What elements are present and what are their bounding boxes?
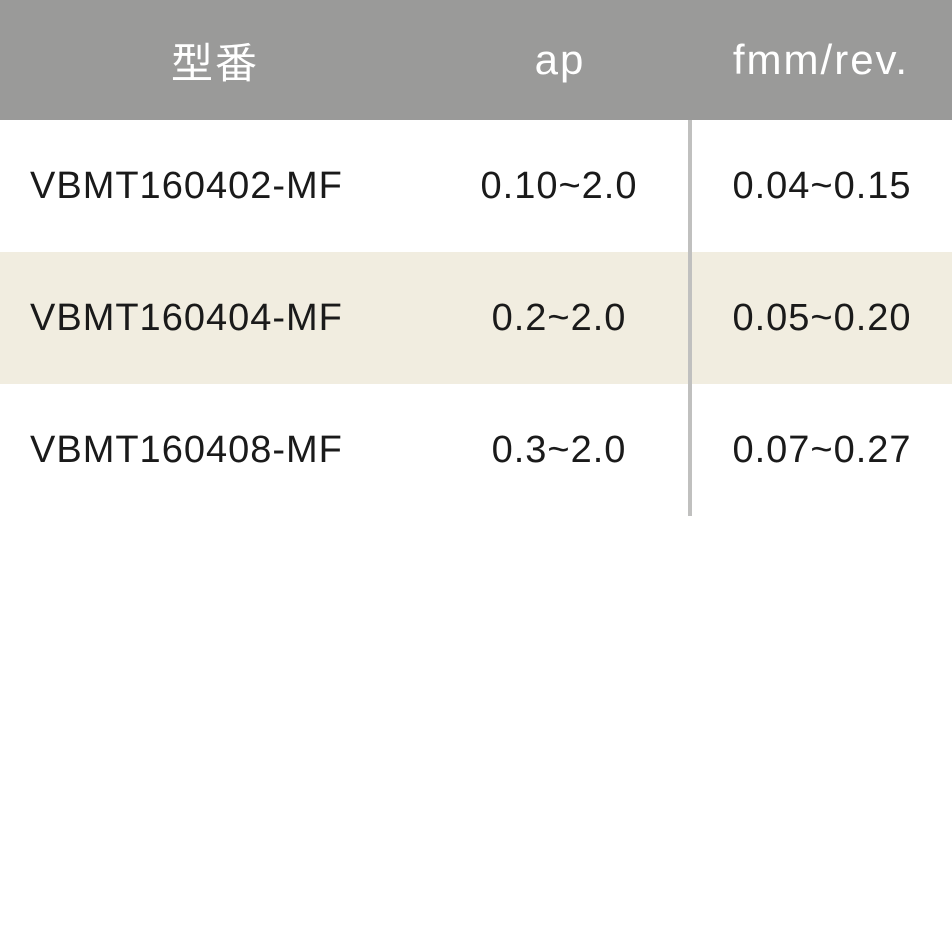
cell-ap: 0.10~2.0 [430, 120, 690, 252]
cell-model: VBMT160408-MF [0, 384, 430, 516]
cell-ap: 0.3~2.0 [430, 384, 690, 516]
table-row: VBMT160402-MF 0.10~2.0 0.04~0.15 [0, 120, 952, 252]
cell-fmm: 0.05~0.20 [690, 252, 952, 384]
header-fmm: fmm/rev. [690, 0, 952, 120]
table-row: VBMT160404-MF 0.2~2.0 0.05~0.20 [0, 252, 952, 384]
header-model: 型番 [0, 0, 430, 120]
table-row: VBMT160408-MF 0.3~2.0 0.07~0.27 [0, 384, 952, 516]
cell-fmm: 0.04~0.15 [690, 120, 952, 252]
cell-fmm: 0.07~0.27 [690, 384, 952, 516]
cell-model: VBMT160402-MF [0, 120, 430, 252]
table-header-row: 型番 ap fmm/rev. [0, 0, 952, 120]
header-ap: ap [430, 0, 690, 120]
cell-model: VBMT160404-MF [0, 252, 430, 384]
spec-table: 型番 ap fmm/rev. VBMT160402-MF 0.10~2.0 0.… [0, 0, 952, 516]
cell-ap: 0.2~2.0 [430, 252, 690, 384]
